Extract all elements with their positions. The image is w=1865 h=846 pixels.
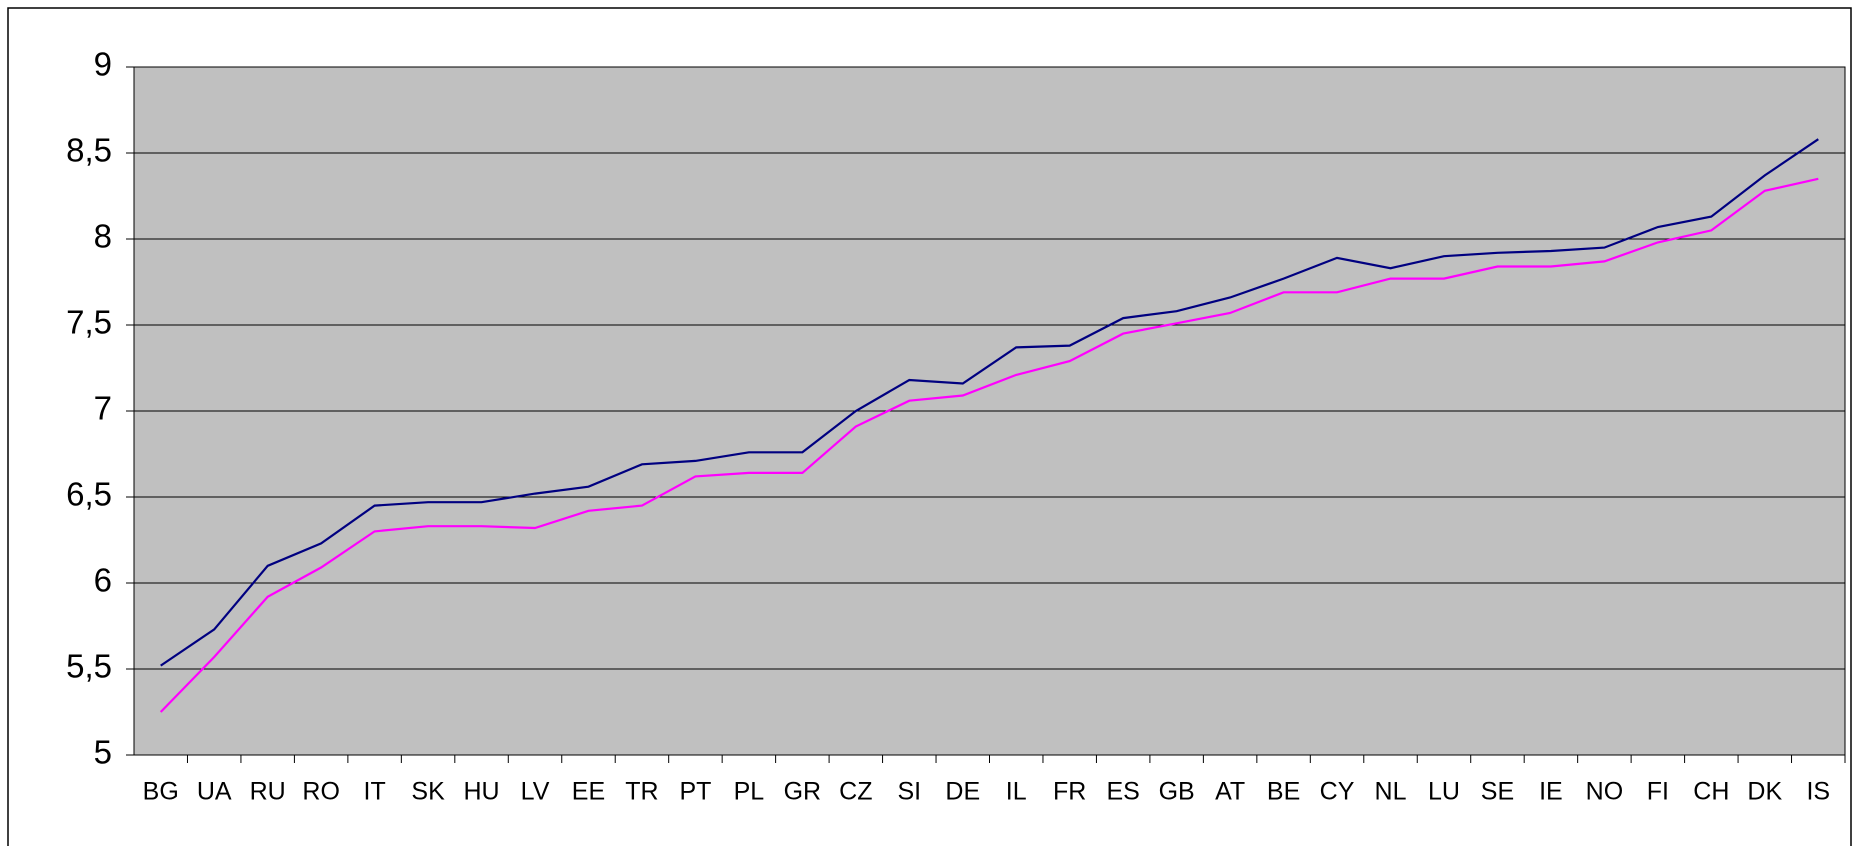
x-tick-label: DK <box>1747 778 1782 806</box>
y-tick-label: 7,5 <box>66 304 112 341</box>
x-tick-label: IS <box>1806 778 1830 806</box>
x-tick-label: DE <box>945 778 980 806</box>
x-tick-label: UA <box>197 778 232 806</box>
x-tick-label: ES <box>1106 778 1139 806</box>
x-tick-label: FI <box>1647 778 1669 806</box>
x-tick-label: PT <box>679 778 711 806</box>
x-tick-label: CY <box>1320 778 1355 806</box>
series-line <box>159 177 1819 713</box>
x-tick-label: RO <box>302 778 340 806</box>
x-tick-label: CZ <box>839 778 872 806</box>
y-tick-label: 6,5 <box>66 476 112 513</box>
x-tick-label: IL <box>1006 778 1027 806</box>
x-tick-label: RU <box>250 778 286 806</box>
y-tick-label: 6 <box>94 562 112 599</box>
x-tick-label: BG <box>143 778 179 806</box>
y-tick-label: 5 <box>94 734 112 771</box>
x-tick-label: NO <box>1586 778 1624 806</box>
x-tick-label: BE <box>1267 778 1300 806</box>
x-tick-label: NL <box>1375 778 1407 806</box>
x-tick-label: PL <box>734 778 765 806</box>
x-tick-label: IT <box>364 778 386 806</box>
x-tick-label: HU <box>463 778 499 806</box>
y-tick-label: 8 <box>94 218 112 255</box>
y-tick-label: 5,5 <box>66 648 112 685</box>
x-tick-label: GR <box>784 778 822 806</box>
y-tick-label: 7 <box>94 390 112 427</box>
x-tick-label: CH <box>1693 778 1729 806</box>
x-tick-label: LU <box>1428 778 1460 806</box>
y-tick-label: 9 <box>94 46 112 83</box>
series-line <box>160 138 1819 667</box>
x-tick-label: IE <box>1539 778 1563 806</box>
x-tick-label: LV <box>521 778 550 806</box>
y-tick-label: 8,5 <box>66 132 112 169</box>
x-tick-label: EE <box>572 778 605 806</box>
x-tick-label: SE <box>1481 778 1514 806</box>
x-tick-label: GB <box>1159 778 1195 806</box>
x-tick-label: AT <box>1215 778 1245 806</box>
x-tick-label: SK <box>411 778 445 806</box>
x-tick-label: SI <box>897 778 921 806</box>
x-tick-label: FR <box>1053 778 1086 806</box>
x-tick-label: TR <box>625 778 658 806</box>
